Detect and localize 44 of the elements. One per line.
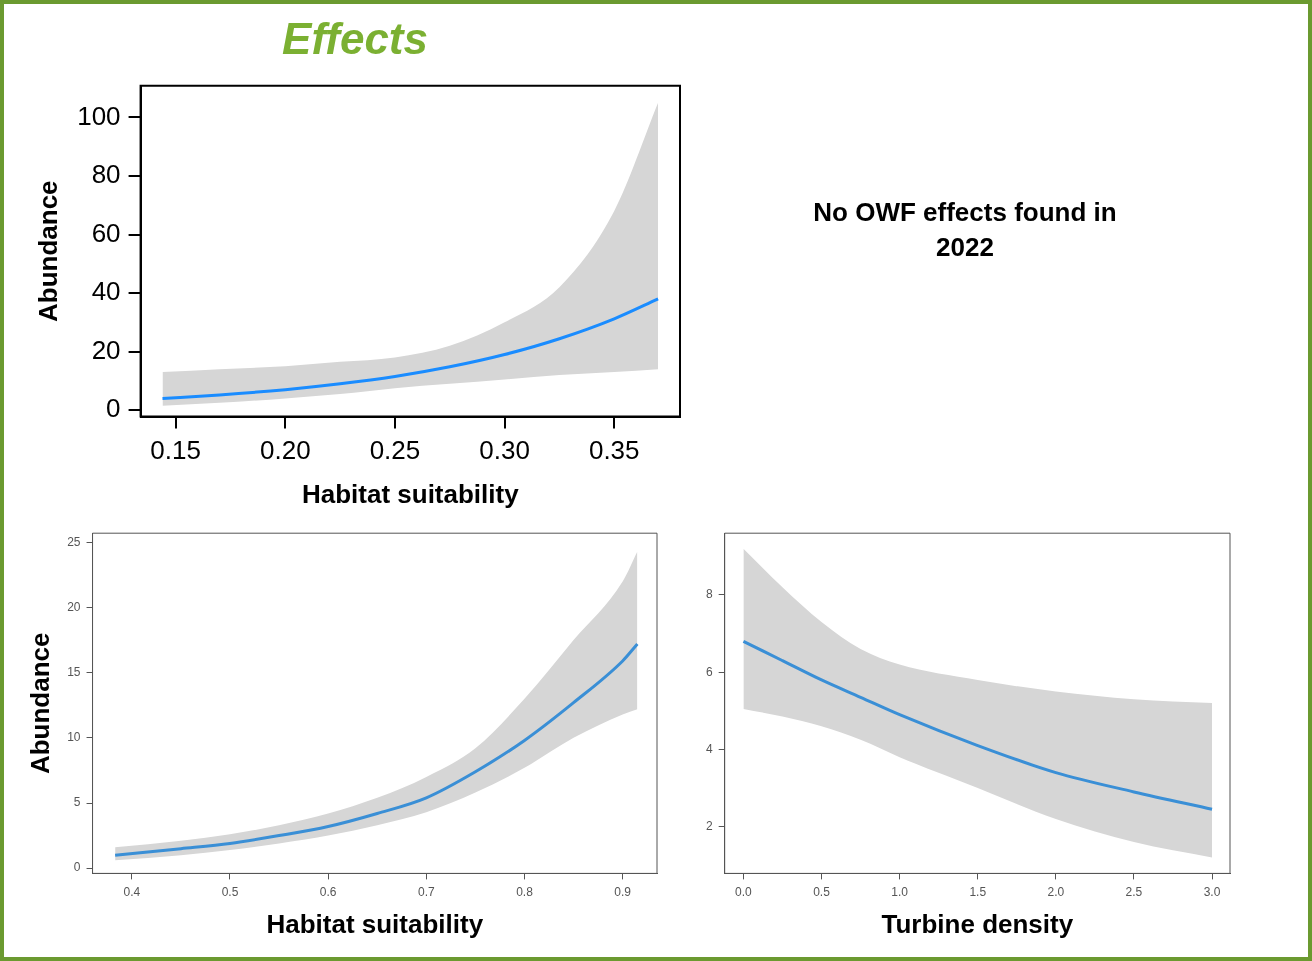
- y-tick-label: 6: [705, 664, 713, 679]
- x-tick-label: 0.7: [417, 884, 435, 899]
- line-series: [113, 642, 639, 857]
- y-tick-label: 20: [67, 599, 81, 614]
- y-tick-label: 2: [705, 818, 713, 833]
- x-tick-label: 0.6: [319, 884, 337, 899]
- y-tick-label: 15: [67, 664, 81, 679]
- x-tick-label: 0.9: [614, 884, 632, 899]
- x-tick-label: 0.30: [479, 435, 530, 466]
- y-tick-label: 5: [73, 795, 81, 810]
- y-axis-title: Abundance: [32, 180, 63, 322]
- x-tick-label: 1.5: [969, 884, 987, 899]
- y-tick-label: 80: [91, 159, 121, 190]
- x-tick-label: 0.0: [735, 884, 753, 899]
- text: No OWF effects found in 2022: [812, 196, 1118, 264]
- x-tick-label: 0.35: [588, 435, 640, 466]
- y-tick-label: 60: [91, 217, 121, 248]
- x-tick-label: 0.20: [260, 435, 311, 466]
- x-tick-label: 0.5: [813, 884, 831, 899]
- y-axis-title: Abundance: [24, 632, 55, 775]
- line-series: [741, 639, 1214, 811]
- x-tick-label: 0.25: [369, 435, 421, 466]
- line-series: [161, 297, 660, 400]
- x-axis-title: Habitat suitability: [266, 908, 484, 939]
- y-tick-label: 20: [91, 334, 121, 365]
- chart-title: Effects: [282, 13, 428, 63]
- x-tick-label: 0.8: [516, 884, 534, 899]
- y-tick-label: 25: [67, 534, 81, 549]
- y-tick-label: 100: [77, 100, 121, 131]
- y-tick-label: 4: [705, 741, 713, 756]
- x-tick-label: 0.15: [150, 435, 201, 466]
- x-tick-label: 2.5: [1125, 884, 1143, 899]
- y-tick-label: 8: [705, 587, 713, 602]
- x-tick-label: 1.0: [891, 884, 909, 899]
- x-axis-title: Habitat suitability: [301, 478, 520, 509]
- y-tick-label: 0: [106, 393, 121, 424]
- y-tick-label: 10: [67, 730, 81, 745]
- x-axis-title: Turbine density: [881, 908, 1074, 939]
- x-tick-label: 2.0: [1047, 884, 1065, 899]
- x-tick-label: 0.4: [123, 884, 141, 899]
- x-tick-label: 3.0: [1203, 884, 1221, 899]
- y-tick-label: 0: [73, 860, 81, 875]
- y-tick-label: 40: [91, 276, 121, 307]
- x-tick-label: 0.5: [221, 884, 239, 899]
